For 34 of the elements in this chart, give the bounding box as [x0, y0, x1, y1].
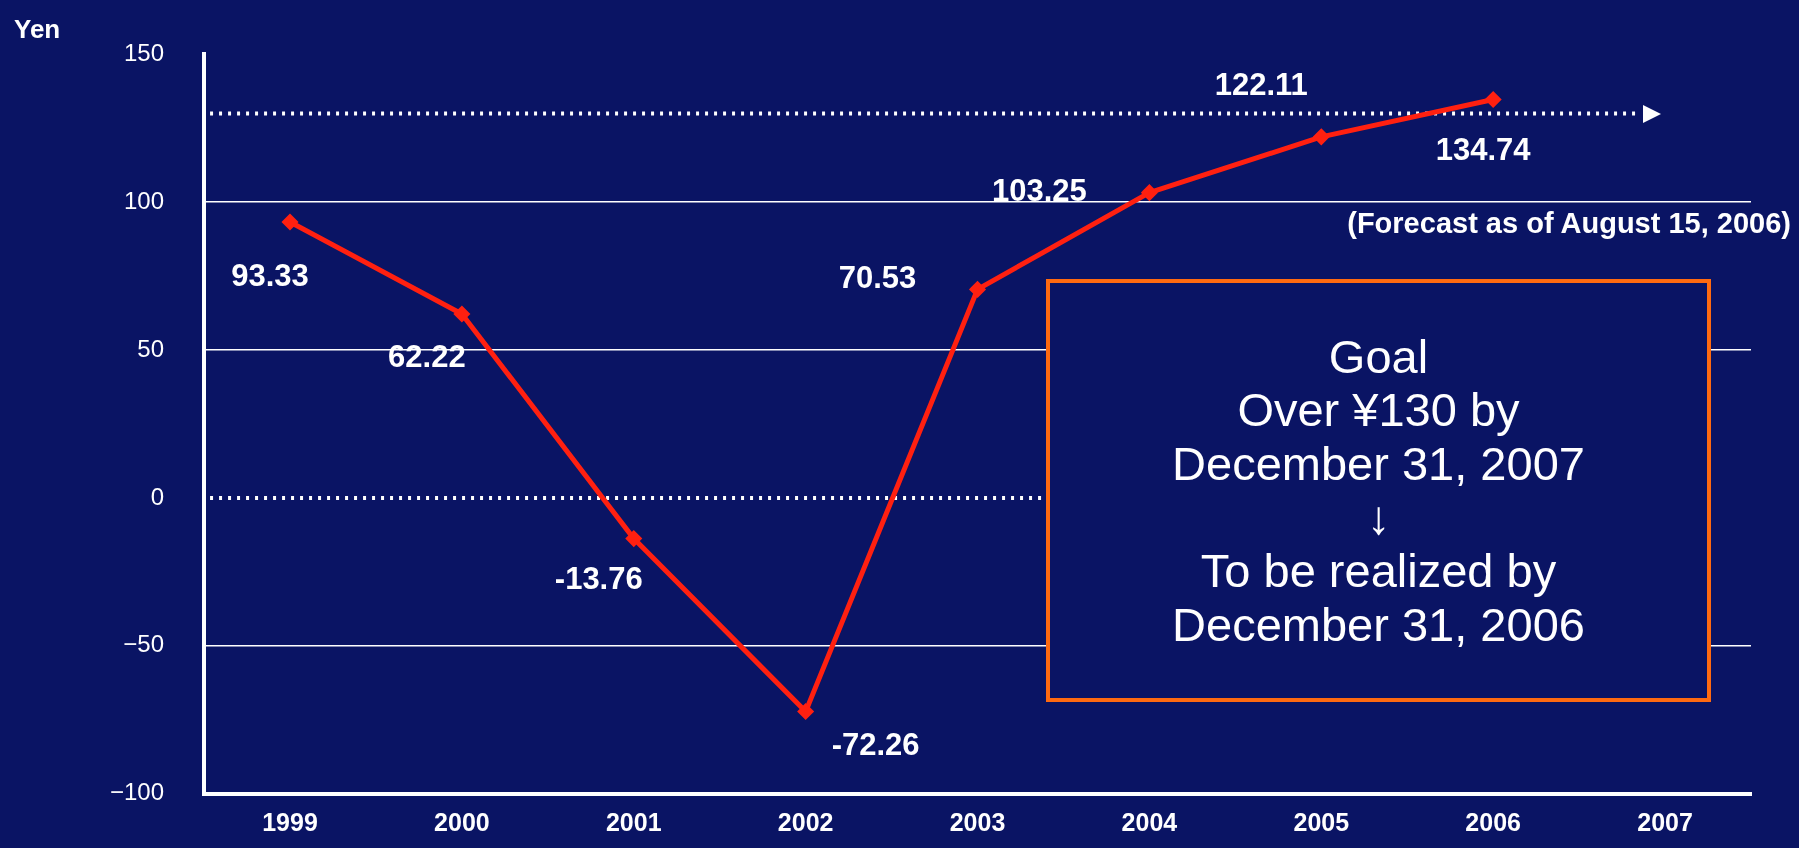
x-tick-label: 2006 — [1465, 808, 1521, 837]
point — [798, 704, 814, 720]
point — [1485, 92, 1501, 108]
y-axis-title: Yen — [14, 14, 61, 45]
y-tick-label: −100 — [110, 778, 165, 806]
annotation: Goal Over ¥130 by December 31, 2007 ↓ To be realized by December 31, 2006 — [1172, 329, 1585, 652]
annotation: (Forecast as of August 15, 2006) — [1347, 207, 1791, 240]
y-tick-label: −50 — [123, 630, 165, 658]
x-tick-label: 2002 — [777, 808, 834, 837]
data-label: 122.11 — [1214, 67, 1308, 103]
data-label: -13.76 — [554, 561, 643, 597]
point — [282, 214, 298, 230]
data-label: 70.53 — [838, 259, 917, 295]
y-tick-label: 100 — [124, 186, 165, 214]
y-tick-label: 50 — [137, 334, 165, 362]
point — [454, 306, 470, 322]
x-tick-label: 2003 — [949, 808, 1006, 837]
x-tick-label: 2007 — [1637, 808, 1693, 837]
x-tick-label: 1999 — [262, 808, 318, 837]
data-label: 103.25 — [992, 173, 1087, 209]
point — [970, 281, 986, 297]
data-label: -72.26 — [831, 727, 920, 763]
data-label: 93.33 — [231, 257, 309, 293]
x-tick-label: 2004 — [1121, 808, 1178, 837]
y-tick-label: 150 — [124, 39, 165, 67]
data-label: 134.74 — [1435, 132, 1532, 168]
x-tick-label: 2005 — [1293, 808, 1350, 837]
point — [626, 531, 642, 547]
goal-box: Goal Over ¥130 by December 31, 2007 ↓ To be realized by December 31, 2006 — [1046, 279, 1711, 702]
point — [1141, 185, 1157, 201]
point — [1313, 129, 1329, 145]
y-tick-label: 0 — [150, 482, 165, 510]
x-tick-label: 2001 — [605, 808, 662, 837]
x-tick-label: 2000 — [434, 808, 490, 837]
